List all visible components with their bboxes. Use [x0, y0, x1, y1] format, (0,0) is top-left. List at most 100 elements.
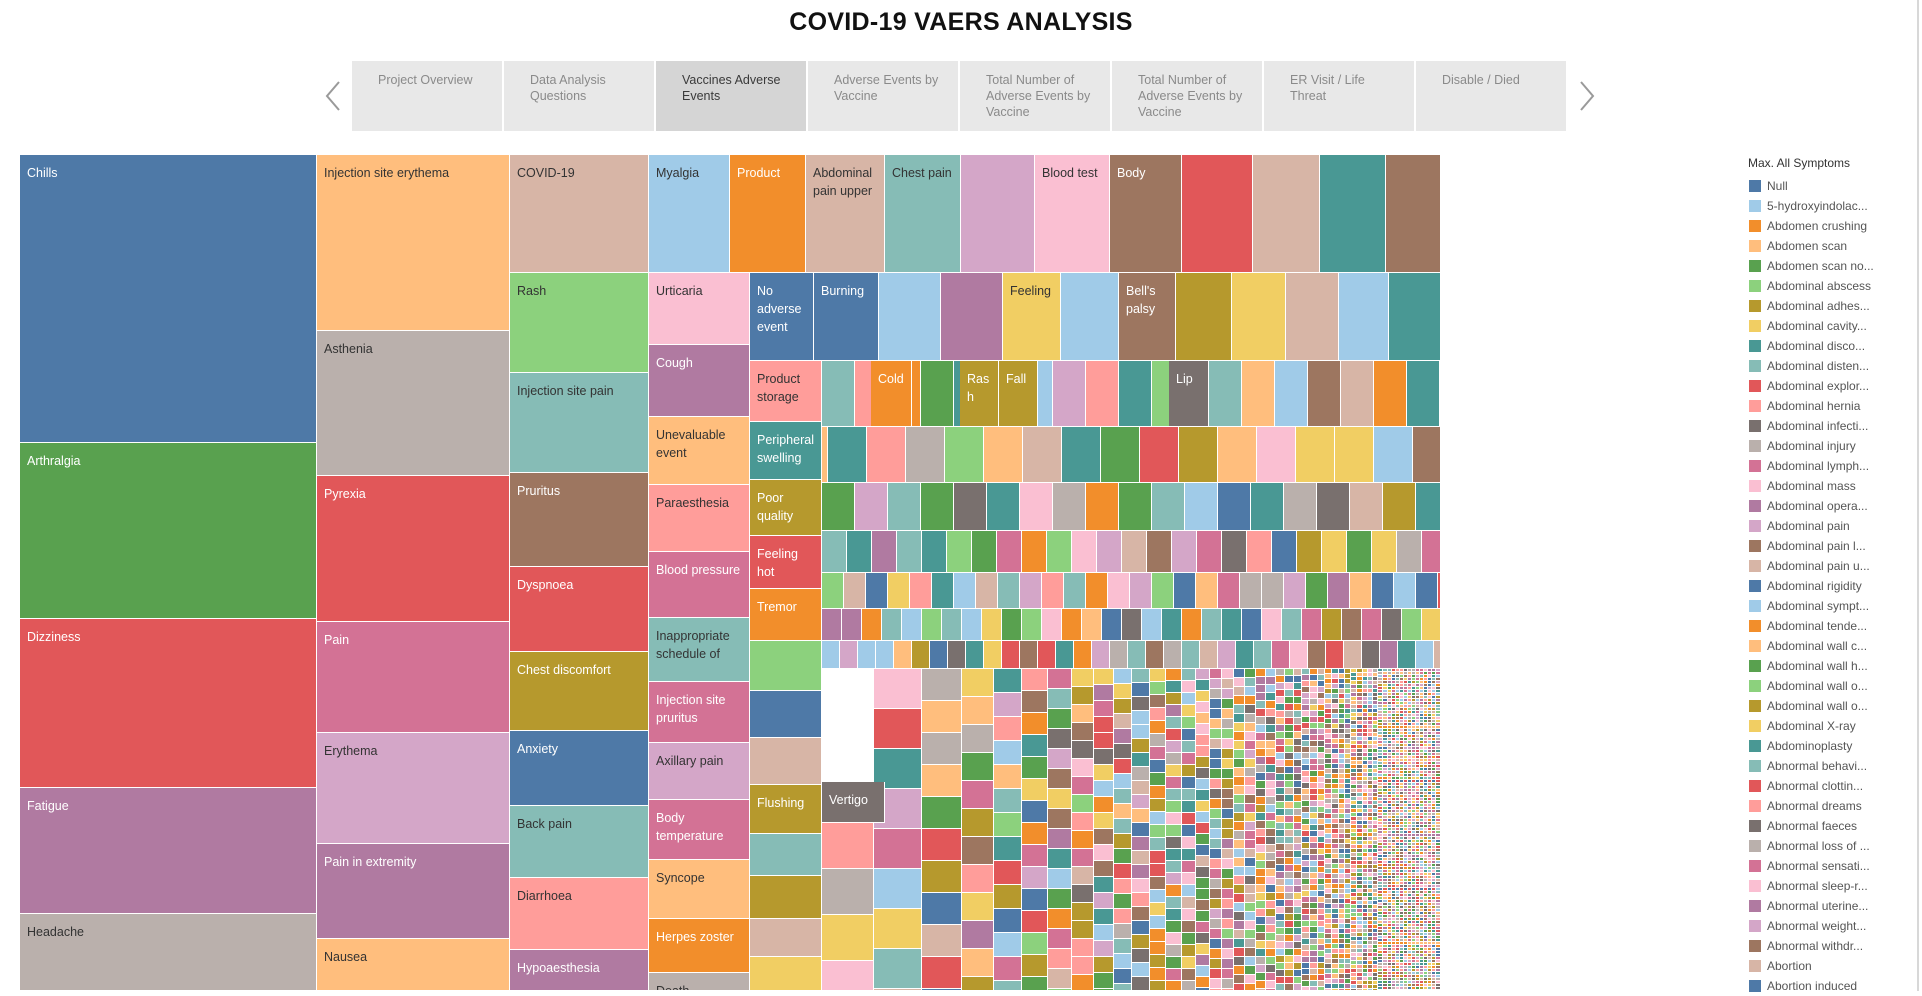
- treemap-tile-small[interactable]: [1310, 939, 1318, 945]
- treemap-tile-small[interactable]: [1310, 837, 1318, 843]
- treemap-tile-small[interactable]: [1150, 929, 1166, 942]
- treemap-tile-small[interactable]: [1332, 814, 1339, 819]
- treemap-tile-small[interactable]: [1276, 921, 1285, 928]
- treemap-tile-small[interactable]: [1276, 739, 1285, 746]
- treemap-tile-small[interactable]: [1332, 929, 1339, 934]
- treemap-tile-small[interactable]: [1345, 669, 1351, 674]
- treemap-tile-small[interactable]: [1332, 964, 1339, 969]
- treemap-tile-small[interactable]: [1332, 974, 1339, 979]
- treemap-tile-small[interactable]: [1318, 837, 1325, 843]
- treemap-tile-small[interactable]: [1266, 685, 1276, 693]
- treemap-tile-small[interactable]: [1022, 713, 1048, 735]
- legend-item[interactable]: Abdominal wall o...: [1746, 676, 1916, 696]
- treemap-tile-small[interactable]: [982, 609, 1002, 641]
- treemap-tile-small[interactable]: [1310, 729, 1318, 735]
- treemap-tile[interactable]: Blood test: [1035, 155, 1110, 273]
- treemap-tile-small[interactable]: [962, 753, 994, 781]
- treemap-tile-small[interactable]: [987, 483, 1020, 531]
- treemap-tile-small[interactable]: [1294, 816, 1302, 823]
- treemap-tile-small[interactable]: [1245, 705, 1256, 714]
- treemap-tile-small[interactable]: [1302, 813, 1310, 819]
- treemap-tile-small[interactable]: [1166, 945, 1182, 957]
- treemap-tile-small[interactable]: [1302, 987, 1310, 991]
- treemap-tile-small[interactable]: [1245, 930, 1256, 939]
- treemap-tile-small[interactable]: [1332, 689, 1339, 694]
- treemap-tile-small[interactable]: [1210, 849, 1222, 859]
- treemap-tile-small[interactable]: [1345, 699, 1351, 704]
- treemap-tile-small[interactable]: [1325, 694, 1332, 699]
- treemap-tile-small[interactable]: [1328, 573, 1350, 609]
- treemap-tile-small[interactable]: [1276, 753, 1285, 760]
- treemap-tile-small[interactable]: [1150, 760, 1166, 773]
- treemap-tile-small[interactable]: [1251, 483, 1284, 531]
- treemap-tile-small[interactable]: [1245, 867, 1256, 876]
- treemap-tile-small[interactable]: [1285, 865, 1294, 872]
- treemap-tile-small[interactable]: [1294, 823, 1302, 830]
- treemap-tile-small[interactable]: [862, 609, 882, 641]
- treemap-tile-small[interactable]: [1325, 919, 1332, 924]
- treemap-tile-small[interactable]: [1339, 699, 1345, 704]
- treemap-tile-small[interactable]: [922, 609, 942, 641]
- treemap-tile[interactable]: Death: [649, 973, 750, 991]
- treemap-tile-small[interactable]: [1318, 921, 1325, 927]
- treemap-tile-small[interactable]: [1132, 977, 1150, 991]
- treemap-tile-small[interactable]: [1310, 885, 1318, 891]
- treemap-tile-small[interactable]: [1325, 724, 1332, 729]
- treemap-tile-small[interactable]: [1339, 939, 1345, 944]
- treemap-tile-small[interactable]: [1351, 869, 1357, 873]
- treemap-tile-small[interactable]: [1351, 701, 1357, 705]
- treemap-tile-small[interactable]: [1351, 733, 1357, 737]
- treemap-tile-small[interactable]: [1362, 641, 1380, 669]
- treemap-tile-small[interactable]: [1325, 739, 1332, 744]
- treemap-tile-small[interactable]: [1132, 809, 1150, 823]
- treemap-tile-small[interactable]: [1234, 813, 1245, 822]
- treemap-tile-small[interactable]: [1234, 921, 1245, 930]
- treemap-tile-small[interactable]: [1285, 872, 1294, 879]
- treemap-tile-small[interactable]: [1325, 889, 1332, 894]
- treemap-tile-small[interactable]: [1022, 779, 1048, 801]
- treemap-tile-small[interactable]: [1242, 609, 1262, 641]
- treemap-tile-small[interactable]: [1285, 823, 1294, 830]
- treemap-tile-small[interactable]: [1332, 744, 1339, 749]
- treemap-tile-small[interactable]: [1325, 959, 1332, 964]
- treemap-tile-small[interactable]: [1318, 735, 1325, 741]
- treemap-tile-small[interactable]: [1332, 679, 1339, 684]
- treemap-tile-small[interactable]: [1122, 609, 1142, 641]
- treemap-tile-unlabeled[interactable]: [1232, 273, 1286, 361]
- treemap-tile-small[interactable]: [1130, 573, 1152, 609]
- treemap-tile-small[interactable]: [1245, 795, 1256, 804]
- treemap-tile-small[interactable]: [1325, 984, 1332, 989]
- treemap-tile-small[interactable]: [1325, 929, 1332, 934]
- treemap-tile-small[interactable]: [1245, 768, 1256, 777]
- treemap-tile-small[interactable]: [1302, 681, 1310, 687]
- treemap-tile-small[interactable]: [1222, 709, 1234, 719]
- treemap-tile-small[interactable]: [1345, 954, 1351, 959]
- treemap-tile-small[interactable]: [1150, 799, 1166, 812]
- treemap-tile-small[interactable]: [1072, 921, 1094, 939]
- treemap-tile-small[interactable]: [1294, 872, 1302, 879]
- treemap-tile-small[interactable]: [1302, 777, 1310, 783]
- treemap-tile-small[interactable]: [1245, 921, 1256, 930]
- treemap-tile-small[interactable]: [1351, 765, 1357, 769]
- treemap-tile-small[interactable]: [1042, 609, 1062, 641]
- treemap-tile-small[interactable]: [1276, 928, 1285, 935]
- treemap-tile-small[interactable]: [1318, 891, 1325, 897]
- treemap-tile-small[interactable]: [1302, 693, 1310, 699]
- treemap-tile-small[interactable]: [1351, 785, 1357, 789]
- treemap-tile-small[interactable]: [1150, 916, 1166, 929]
- treemap-tile-small[interactable]: [1222, 769, 1234, 779]
- legend-item[interactable]: 5-hydroxyindolac...: [1746, 196, 1916, 216]
- treemap-tile-small[interactable]: [1310, 693, 1318, 699]
- treemap-tile-small[interactable]: [1048, 889, 1072, 909]
- treemap-tile-small[interactable]: [822, 961, 874, 991]
- treemap-tile-small[interactable]: [1285, 683, 1294, 690]
- treemap-tile-small[interactable]: [1351, 805, 1357, 809]
- treemap-tile-small[interactable]: [1110, 641, 1128, 669]
- treemap-tile-small[interactable]: [1094, 957, 1114, 973]
- treemap-tile-small[interactable]: [1266, 893, 1276, 901]
- treemap-tile-small[interactable]: [1302, 789, 1310, 795]
- treemap-tile-small[interactable]: [1325, 854, 1332, 859]
- treemap-tile-small[interactable]: [1302, 975, 1310, 981]
- treemap-tile-small[interactable]: [1256, 933, 1266, 941]
- treemap-tile-small[interactable]: [1256, 677, 1266, 685]
